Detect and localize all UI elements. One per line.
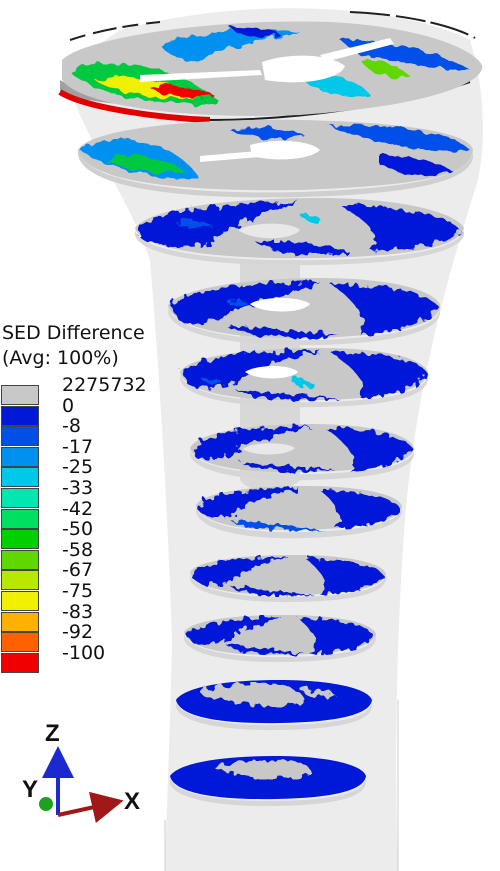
legend-swatch	[1, 549, 39, 570]
slice-7	[196, 486, 402, 539]
axis-triad	[39, 746, 124, 824]
x-axis-label: X	[124, 788, 141, 815]
slice-10	[176, 680, 372, 731]
legend-swatch	[1, 508, 39, 529]
slice-5	[180, 348, 428, 408]
legend-tick-label: -17	[62, 435, 94, 458]
x-axis-arrow	[57, 791, 124, 824]
legend-tick-label: -75	[62, 580, 94, 602]
slice-2	[78, 119, 473, 198]
legend-tick-label: -50	[62, 518, 94, 541]
legend-tick-label: -83	[62, 600, 94, 623]
legend-tick-label: 0	[62, 394, 75, 417]
legend-tick-label: -92	[62, 621, 94, 644]
legend-swatch	[1, 611, 39, 632]
legend-tick-label: -33	[62, 477, 94, 499]
y-axis-dot	[39, 797, 53, 811]
legend-tick-label: -8	[62, 415, 81, 438]
legend-tick-label: -42	[62, 497, 94, 520]
legend-swatch	[1, 570, 39, 591]
slice-1	[58, 11, 483, 123]
legend-swatch	[1, 446, 39, 467]
legend-swatch	[1, 385, 39, 405]
legend-tick-label: -100	[62, 641, 106, 664]
legend-tick-label: -67	[62, 559, 94, 582]
legend-swatch	[1, 405, 39, 426]
legend-tick-label: 2275732	[62, 374, 147, 396]
legend-tick-label: -25	[62, 456, 94, 479]
slice-9	[184, 615, 376, 663]
legend-swatch	[1, 632, 39, 653]
slice-6	[190, 424, 414, 481]
y-axis-label: Y	[22, 776, 39, 803]
legend-tick-label: -58	[62, 538, 94, 561]
legend-swatch	[1, 426, 39, 447]
legend-swatch	[1, 467, 39, 488]
legend-title-line1: SED Difference	[2, 322, 145, 344]
slice-3	[135, 198, 464, 266]
legend-title-line2: (Avg: 100%)	[2, 347, 119, 369]
slice-8	[190, 555, 386, 603]
legend-swatch	[1, 591, 39, 611]
legend-swatch	[1, 529, 39, 550]
slice-4	[168, 278, 440, 346]
z-axis-label: Z	[45, 720, 60, 747]
legend-swatch	[1, 488, 39, 508]
legend-swatch	[1, 652, 39, 673]
slice-11	[170, 756, 366, 807]
